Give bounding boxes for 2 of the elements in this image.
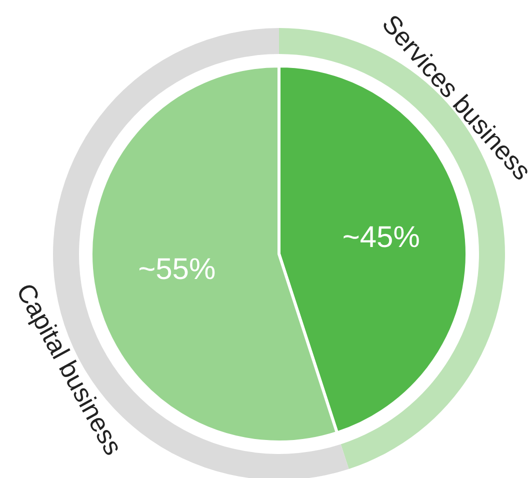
- data-label: ~55%: [138, 253, 216, 286]
- data-label: ~45%: [342, 220, 420, 254]
